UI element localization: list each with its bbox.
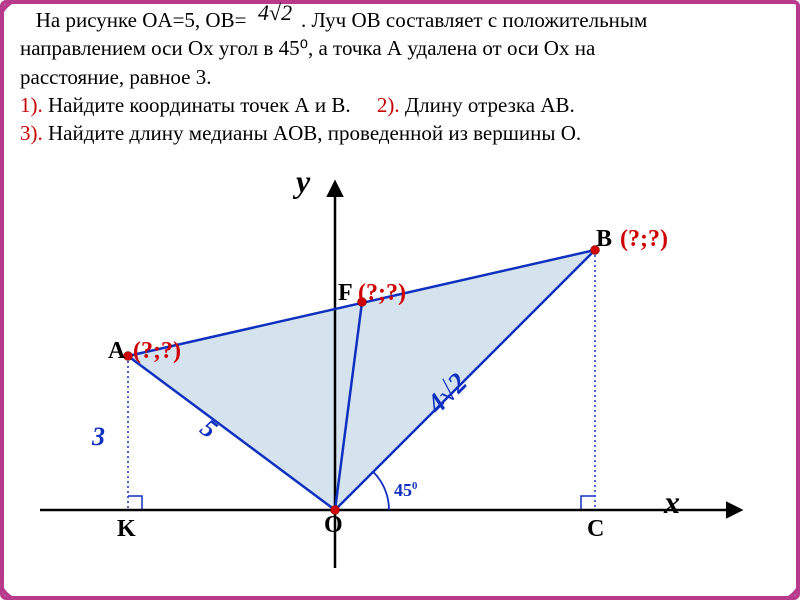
point-c-label: C bbox=[587, 516, 604, 543]
point-a-coords: (?;?) bbox=[133, 338, 181, 365]
problem-line-1: На рисунке OA=5, OB= . Луч OB составляет… bbox=[20, 6, 780, 34]
point-b-coords: (?;?) bbox=[620, 226, 668, 253]
point-f-label: F bbox=[338, 280, 353, 307]
geometry-diagram: x y O A (?;?) B (?;?) F (?;?) K C 3 5 4√… bbox=[0, 168, 800, 598]
point-k-label: K bbox=[117, 516, 136, 543]
y-axis-label: y bbox=[296, 163, 310, 200]
ob-value-overlay: 4√2 bbox=[258, 0, 292, 26]
question-1-2: 1). Найдите координаты точек А и В. 2). … bbox=[20, 91, 780, 119]
question-3: 3). Найдите длину медианы AOB, проведенн… bbox=[20, 119, 780, 147]
problem-line-3: расстояние, равное 3. bbox=[20, 63, 780, 91]
length-ak: 3 bbox=[92, 422, 105, 452]
problem-line-2: направлением оси Ox угол в 45⁰, а точка … bbox=[20, 34, 780, 62]
point-f-coords: (?;?) bbox=[358, 280, 406, 307]
problem-statement: На рисунке OA=5, OB= . Луч OB составляет… bbox=[20, 6, 780, 148]
x-axis-label: x bbox=[664, 484, 680, 521]
point-a-label: A bbox=[108, 338, 125, 365]
angle-45: 450 bbox=[394, 480, 417, 501]
point-b-label: B bbox=[596, 226, 612, 253]
origin-label: O bbox=[324, 512, 343, 539]
